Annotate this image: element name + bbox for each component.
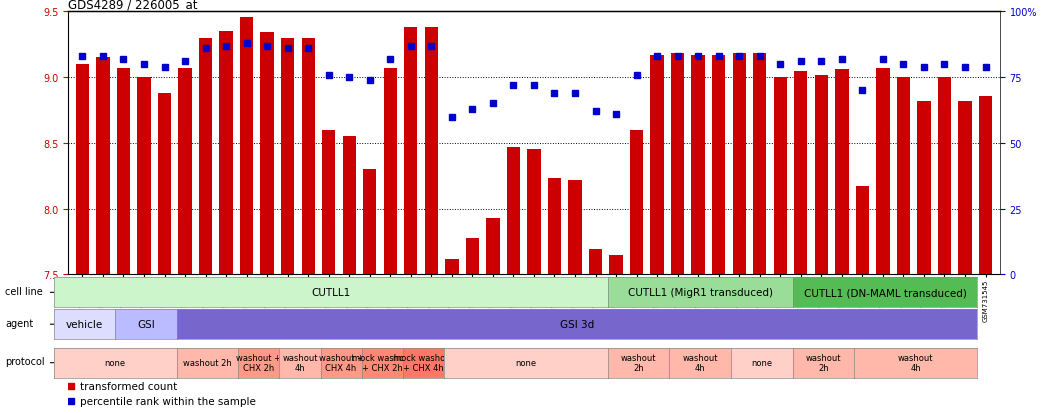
Bar: [199, 39, 213, 275]
Text: GSI 3d: GSI 3d: [560, 319, 595, 330]
Bar: [486, 218, 499, 275]
Bar: [712, 56, 726, 275]
Bar: [425, 28, 438, 275]
Text: CUTLL1 (DN-MAML transduced): CUTLL1 (DN-MAML transduced): [803, 287, 966, 298]
Text: GSI: GSI: [137, 319, 155, 330]
Text: washout
2h: washout 2h: [805, 354, 841, 372]
Text: CUTLL1: CUTLL1: [311, 287, 351, 298]
Text: GDS4289 / 226005_at: GDS4289 / 226005_at: [68, 0, 198, 11]
Text: protocol: protocol: [5, 356, 45, 366]
Text: none: none: [105, 358, 126, 367]
Bar: [322, 131, 335, 275]
Text: washout +
CHX 4h: washout + CHX 4h: [318, 354, 363, 372]
Text: none: none: [752, 358, 773, 367]
Bar: [794, 71, 807, 275]
Bar: [917, 102, 931, 275]
Bar: [261, 33, 274, 275]
Bar: [240, 18, 253, 275]
Text: washout +
CHX 2h: washout + CHX 2h: [237, 354, 282, 372]
Bar: [671, 55, 685, 275]
Bar: [178, 69, 192, 275]
Bar: [363, 170, 377, 275]
Text: mock washout
+ CHX 4h: mock washout + CHX 4h: [393, 354, 453, 372]
Bar: [466, 238, 480, 275]
Bar: [774, 78, 787, 275]
Bar: [836, 70, 848, 275]
Text: none: none: [515, 358, 536, 367]
Bar: [404, 28, 418, 275]
Text: percentile rank within the sample: percentile rank within the sample: [80, 396, 255, 406]
Bar: [220, 32, 232, 275]
Text: washout
4h: washout 4h: [283, 354, 317, 372]
Bar: [569, 180, 582, 275]
Bar: [733, 55, 745, 275]
Text: mock washout
+ CHX 2h: mock washout + CHX 2h: [352, 354, 413, 372]
Bar: [302, 39, 315, 275]
Bar: [876, 69, 890, 275]
Bar: [96, 58, 110, 275]
Bar: [383, 69, 397, 275]
Bar: [650, 56, 664, 275]
Bar: [507, 147, 520, 275]
Bar: [609, 255, 623, 275]
Text: washout
4h: washout 4h: [898, 354, 934, 372]
Bar: [938, 78, 951, 275]
Bar: [117, 69, 130, 275]
Text: cell line: cell line: [5, 286, 43, 296]
Text: washout
2h: washout 2h: [621, 354, 656, 372]
Bar: [855, 187, 869, 275]
Bar: [588, 250, 602, 275]
Bar: [445, 259, 459, 275]
Bar: [528, 150, 540, 275]
Bar: [691, 56, 705, 275]
Text: agent: agent: [5, 318, 34, 328]
Bar: [896, 78, 910, 275]
Text: transformed count: transformed count: [80, 381, 177, 391]
Text: CUTLL1 (MigR1 transduced): CUTLL1 (MigR1 transduced): [628, 287, 773, 298]
Bar: [281, 39, 294, 275]
Text: washout
4h: washout 4h: [683, 354, 718, 372]
Bar: [548, 179, 561, 275]
Bar: [753, 55, 766, 275]
Bar: [137, 78, 151, 275]
Bar: [815, 75, 828, 275]
Bar: [158, 94, 172, 275]
Bar: [958, 102, 972, 275]
Bar: [630, 131, 643, 275]
Text: vehicle: vehicle: [66, 319, 103, 330]
Bar: [75, 65, 89, 275]
Bar: [979, 96, 993, 275]
Text: washout 2h: washout 2h: [183, 358, 232, 367]
Bar: [342, 137, 356, 275]
